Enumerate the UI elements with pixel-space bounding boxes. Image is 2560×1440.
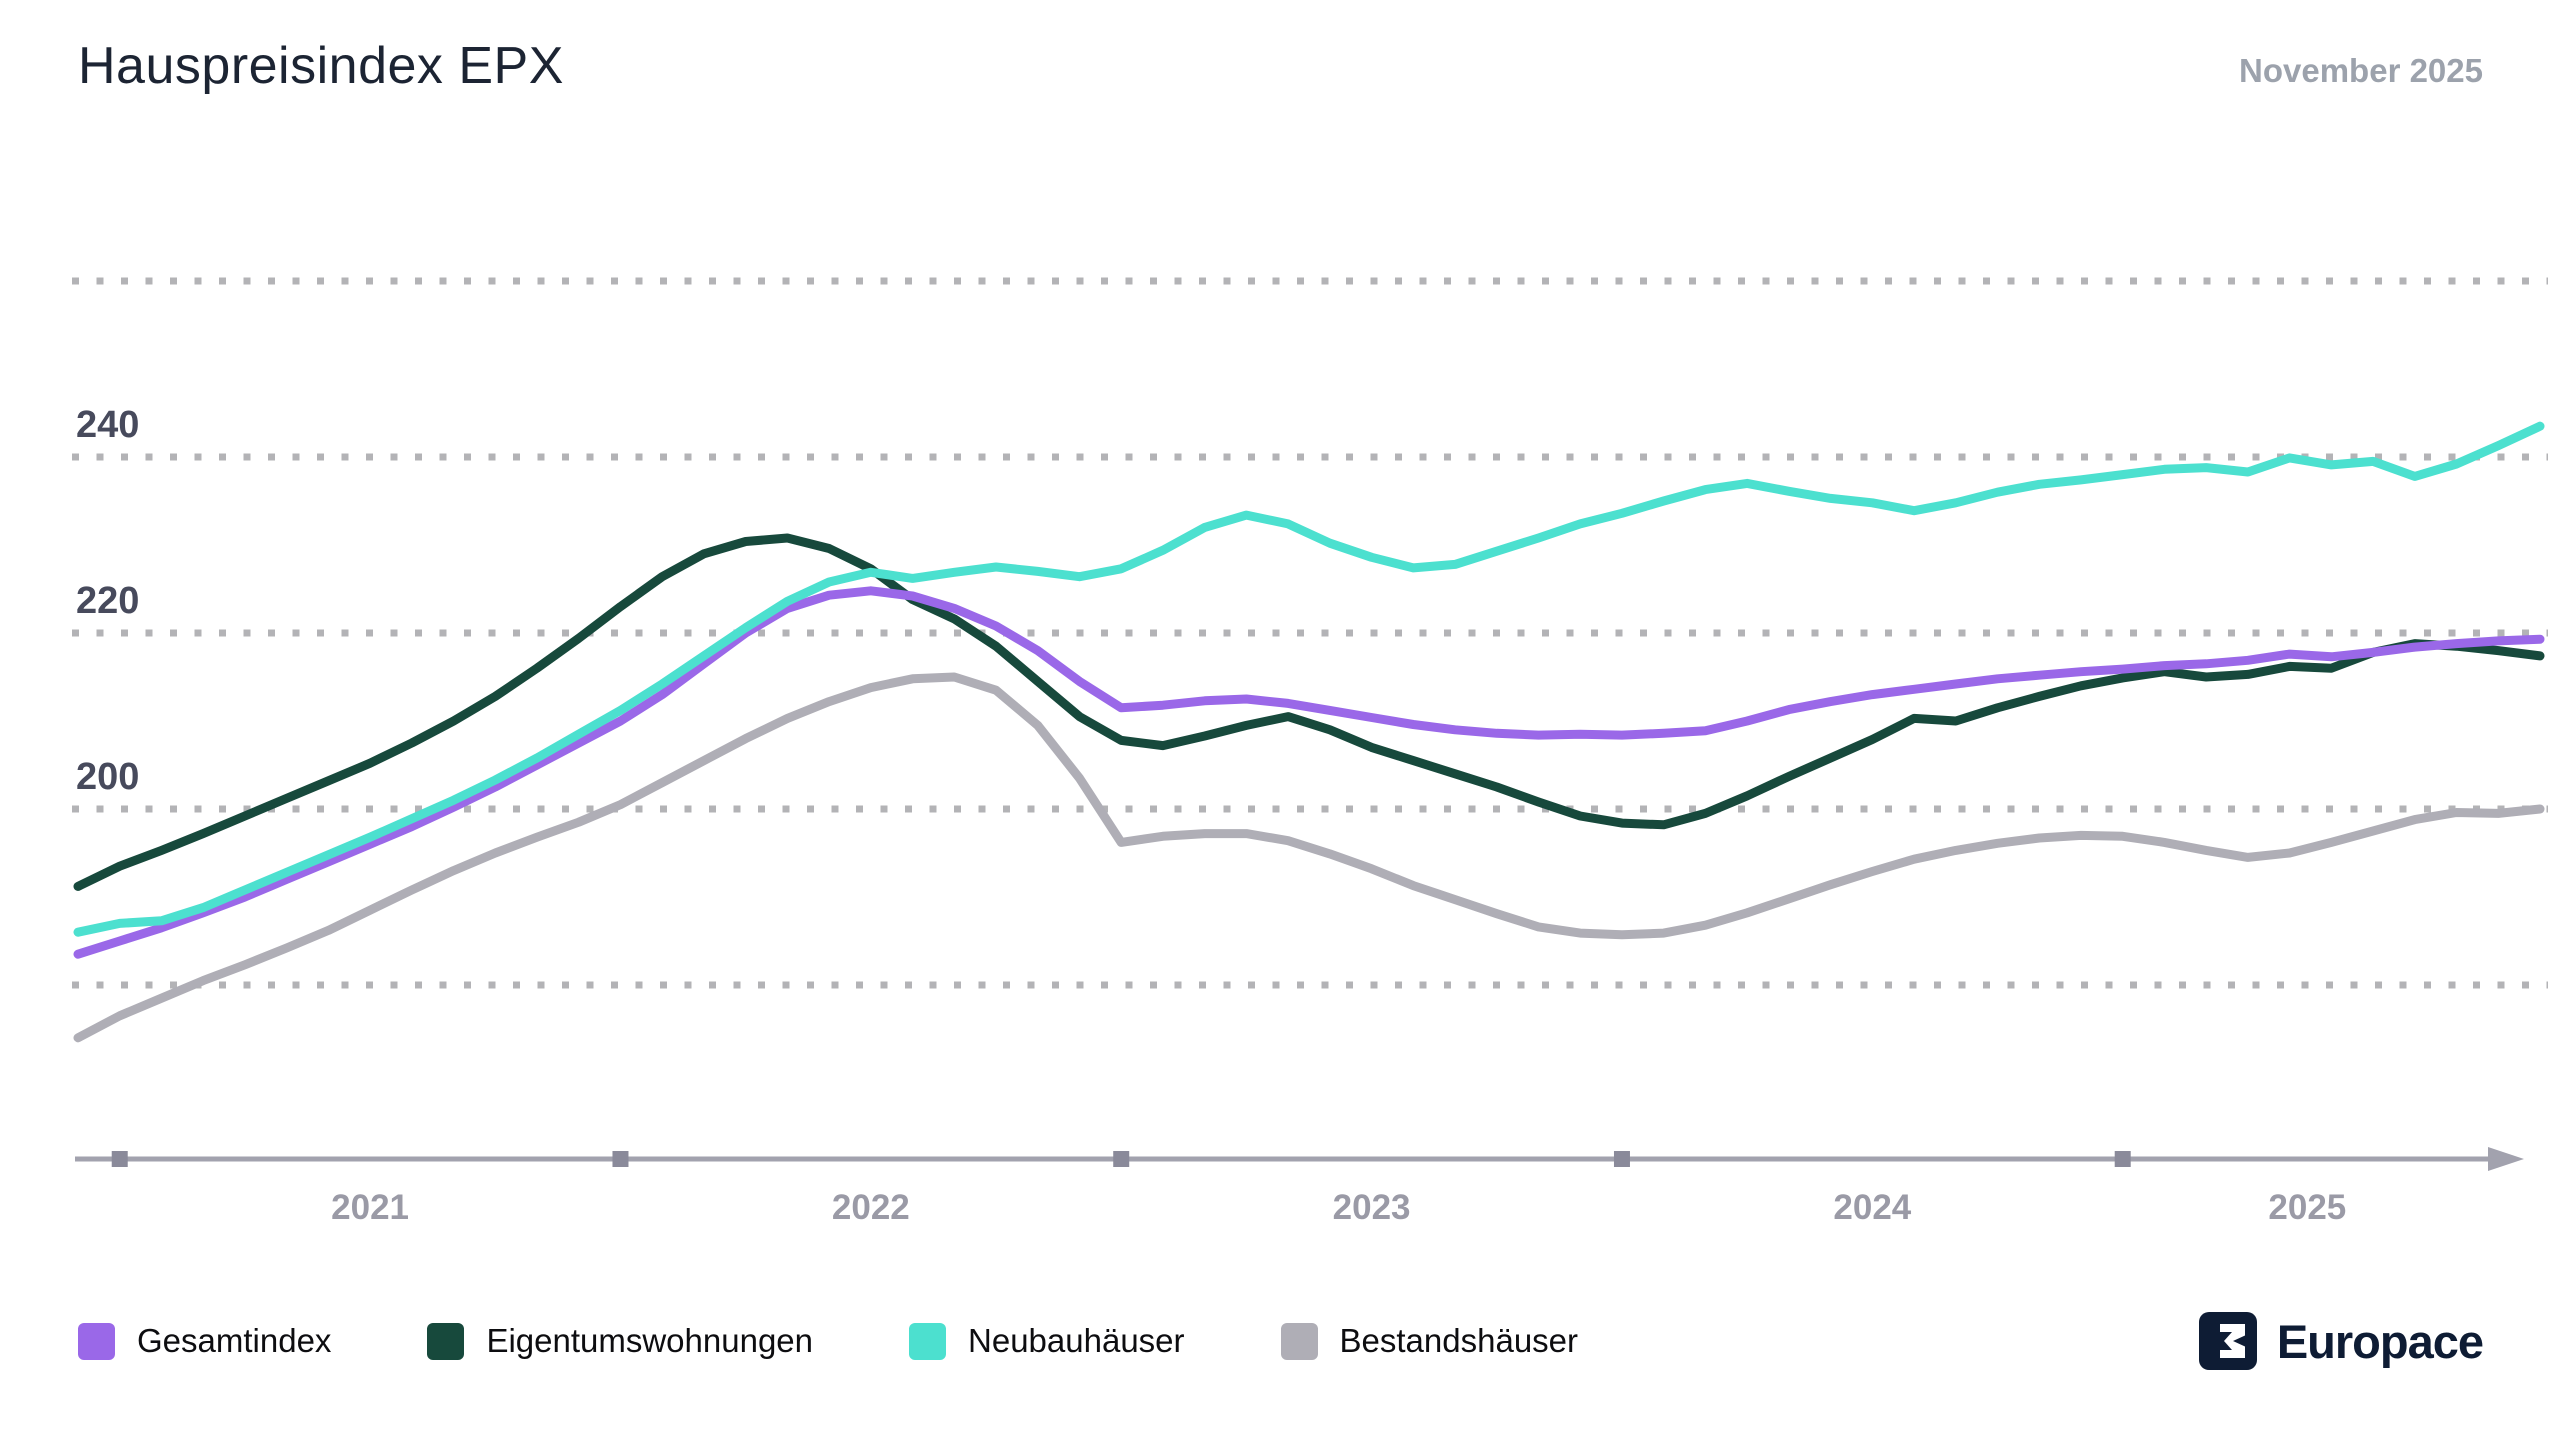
x-axis-year-label-2022: 2022 (832, 1188, 910, 1227)
legend-swatch-eigentumswohnungen (427, 1322, 465, 1360)
x-axis-tick-2024 (1613, 1151, 1630, 1167)
brand-wordmark: Europace (2276, 1314, 2484, 1368)
report-date-label: November 2025 (2239, 52, 2483, 89)
y-axis-label-200: 200 (76, 756, 139, 798)
legend-label: Neubauhäuser (968, 1322, 1185, 1359)
y-axis-label-240: 240 (76, 404, 139, 446)
series-line-eigentumswohnungen (73, 533, 2545, 891)
legend-swatch-gesamtindex (78, 1322, 115, 1360)
page-title: Hauspreisindex EPX (78, 37, 564, 95)
x-axis-tick-2023 (1113, 1151, 1130, 1167)
chart-legend: Gesamtindex Eigentumswohnungen Neubauhäu… (78, 1322, 1674, 1360)
legend-swatch-neubauhaeuser (909, 1322, 947, 1360)
legend-item-eigentumswohnungen: Eigentumswohnungen (427, 1322, 813, 1360)
x-axis-year-label-2021: 2021 (331, 1188, 409, 1227)
x-axis-arrow-icon (2488, 1147, 2524, 1171)
legend-item-bestandshaeuser: Bestandshäuser (1280, 1322, 1579, 1360)
legend-label: Eigentumswohnungen (486, 1322, 814, 1359)
legend-item-gesamtindex: Gesamtindex (78, 1322, 331, 1360)
legend-label: Gesamtindex (137, 1322, 332, 1359)
x-axis-year-label-2023: 2023 (1333, 1188, 1411, 1227)
x-axis-tick-2025 (2114, 1151, 2131, 1167)
x-axis-year-label-2025: 2025 (2268, 1188, 2346, 1227)
x-axis-tick-2022 (612, 1151, 629, 1167)
series-line-bestandshäuser (73, 672, 2545, 1043)
series-line-neubauhäuser (73, 421, 2545, 937)
series-line-gesamtindex (73, 586, 2545, 959)
y-axis-label-220: 220 (76, 580, 139, 622)
brand-footer: Europace (2198, 1312, 2484, 1370)
legend-swatch-bestandshaeuser (1280, 1322, 1318, 1360)
legend-label: Bestandshäuser (1339, 1322, 1579, 1359)
legend-item-neubauhaeuser: Neubauhäuser (909, 1322, 1185, 1360)
x-axis-tick-2021 (111, 1151, 128, 1167)
x-axis-year-label-2024: 2024 (1833, 1188, 1911, 1227)
europace-logo-icon (2198, 1312, 2257, 1370)
